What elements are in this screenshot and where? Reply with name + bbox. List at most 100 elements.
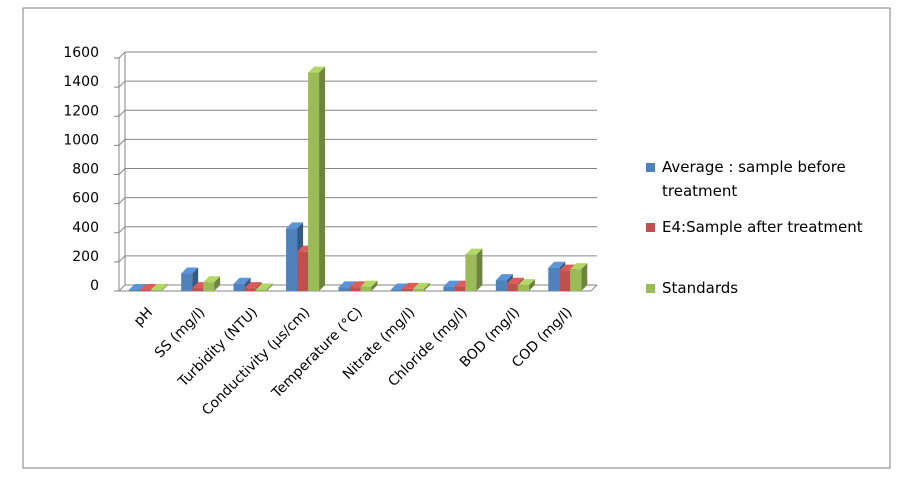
bar-side xyxy=(161,283,168,291)
y-tick-label: 600 xyxy=(72,191,99,207)
bar xyxy=(308,66,326,291)
bar-top xyxy=(401,282,419,289)
bar-top xyxy=(308,66,326,73)
bar-front xyxy=(360,286,372,291)
bar-side xyxy=(581,263,588,291)
y-tick-label: 1000 xyxy=(63,132,99,148)
bar-front xyxy=(495,280,507,291)
grid-line xyxy=(118,284,126,292)
bar-top xyxy=(559,264,577,271)
grid-line xyxy=(118,139,126,146)
bar-side xyxy=(266,283,273,291)
bar xyxy=(412,282,430,291)
bar-front xyxy=(308,72,320,291)
bar xyxy=(517,279,535,291)
bar-front xyxy=(244,288,256,291)
legend-swatch xyxy=(646,163,655,172)
legend: Average : sample before treatment E4:Samp… xyxy=(646,155,876,312)
bar-top xyxy=(548,261,566,268)
bar xyxy=(570,263,588,291)
bar-front xyxy=(570,269,582,291)
bar-top xyxy=(349,281,367,288)
bar-front xyxy=(454,286,466,291)
bar-top xyxy=(570,263,588,270)
bar-front xyxy=(443,286,455,291)
bar-front xyxy=(465,254,477,291)
legend-item: E4:Sample after treatment xyxy=(646,215,876,239)
bar-top xyxy=(139,283,157,290)
legend-item: Average : sample before treatment xyxy=(646,155,876,203)
bar-top xyxy=(181,267,199,274)
bar-side xyxy=(214,276,221,291)
bar-front xyxy=(233,283,245,291)
y-tick-label: 800 xyxy=(72,162,99,178)
bar-front xyxy=(139,289,151,291)
bar-front xyxy=(297,251,309,291)
floor-side xyxy=(590,284,598,292)
bar-front xyxy=(203,282,215,291)
bar-top xyxy=(495,274,513,281)
bar-front xyxy=(349,287,361,291)
bar-top xyxy=(517,279,535,286)
grid-line xyxy=(118,80,126,88)
grid-line xyxy=(118,109,126,117)
bar-top xyxy=(233,277,251,284)
bar-top xyxy=(255,283,273,290)
legend-swatch xyxy=(646,284,655,293)
bar-top xyxy=(412,282,430,289)
bar-top xyxy=(286,222,304,229)
bar-front xyxy=(192,288,204,291)
bar-top xyxy=(128,283,146,290)
bar-side xyxy=(319,66,326,291)
bar-front xyxy=(286,228,298,291)
bar-front xyxy=(548,267,560,291)
bar-front xyxy=(128,289,140,291)
y-tick-label: 0 xyxy=(90,278,99,294)
bar-top xyxy=(338,281,356,288)
legend-item: Standards xyxy=(646,276,876,300)
bar-top xyxy=(390,283,408,290)
grid-line xyxy=(118,197,126,204)
bar-top xyxy=(150,283,168,290)
chart-frame xyxy=(22,7,891,469)
bar-top xyxy=(203,276,221,283)
bar-front xyxy=(338,287,350,291)
bar-front xyxy=(559,270,571,291)
bar-front xyxy=(390,289,402,291)
bar-side xyxy=(371,280,378,291)
bar xyxy=(255,283,273,291)
bar-side xyxy=(423,282,430,291)
bar xyxy=(203,276,221,291)
grid-line xyxy=(118,51,126,59)
grid-line xyxy=(118,226,126,234)
y-tick-label: 1200 xyxy=(63,103,99,119)
legend-label: E4:Sample after treatment xyxy=(662,218,863,236)
bar-top xyxy=(443,280,461,287)
bar-top xyxy=(360,280,378,287)
legend-swatch xyxy=(646,223,655,232)
bar-side xyxy=(476,248,483,291)
grid-line xyxy=(118,255,126,263)
bar-front xyxy=(506,283,518,291)
bar-top xyxy=(506,277,524,284)
bar-front xyxy=(412,288,424,291)
y-tick-label: 400 xyxy=(72,220,99,236)
bar xyxy=(150,283,168,291)
bar xyxy=(360,280,378,291)
y-tick-label: 200 xyxy=(72,249,99,265)
bar xyxy=(465,248,483,291)
bar-front xyxy=(255,289,267,291)
bar-top xyxy=(244,282,262,289)
bar-front xyxy=(517,285,529,291)
bar-top xyxy=(465,248,483,255)
y-tick-label: 1400 xyxy=(63,74,99,90)
y-tick-label: 1600 xyxy=(63,45,99,61)
bar-front xyxy=(181,273,193,291)
bar-side xyxy=(528,279,535,291)
grid-line xyxy=(118,168,126,175)
bar-front xyxy=(401,288,413,291)
legend-label: Standards xyxy=(662,279,739,297)
bar-front xyxy=(150,289,162,291)
